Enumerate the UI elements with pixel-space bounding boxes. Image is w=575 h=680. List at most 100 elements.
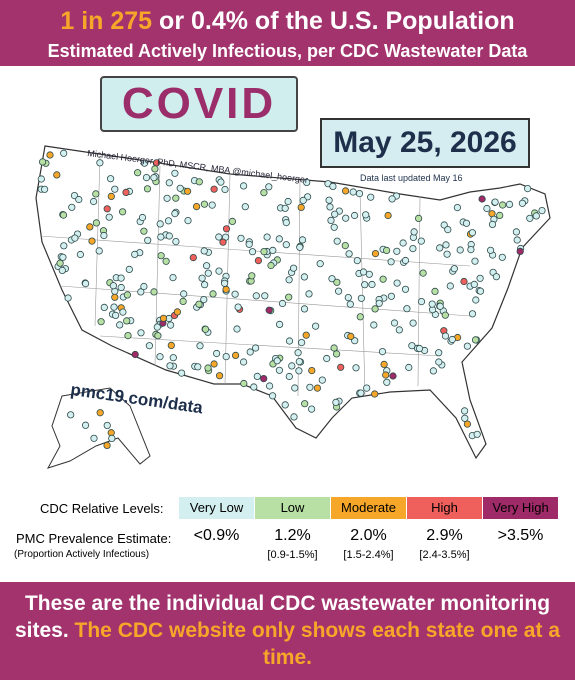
- site-dot: [330, 223, 338, 231]
- site-dot: [38, 158, 47, 166]
- site-dot: [362, 211, 370, 219]
- site-dot: [64, 294, 72, 302]
- site-dot: [367, 193, 375, 201]
- site-dot: [523, 185, 532, 193]
- site-dot: [361, 281, 369, 289]
- site-dot: [232, 351, 240, 359]
- site-dot: [90, 434, 98, 442]
- site-dot: [103, 421, 111, 430]
- site-dot: [441, 332, 450, 340]
- legend-title: CDC Relative Levels:: [40, 501, 164, 516]
- level-estimate: 2.0%: [350, 527, 387, 544]
- site-dot: [350, 211, 359, 220]
- site-dot: [496, 211, 504, 219]
- site-dot: [344, 294, 352, 302]
- site-dot: [476, 287, 485, 295]
- level-range: [1.5-2.4%]: [343, 549, 394, 561]
- site-dot: [234, 303, 242, 311]
- site-dot: [228, 217, 236, 225]
- site-dot: [414, 214, 423, 222]
- site-dot: [456, 246, 464, 254]
- site-dot: [204, 269, 212, 277]
- site-dot: [110, 303, 118, 311]
- site-dot: [222, 285, 230, 293]
- site-dot: [488, 220, 497, 228]
- site-dot: [201, 325, 210, 333]
- level-swatch: Low: [255, 497, 330, 519]
- site-dot: [231, 290, 239, 298]
- headline-highlight: 1 in 275: [60, 7, 153, 35]
- site-dot: [295, 357, 303, 366]
- site-dot: [103, 205, 111, 213]
- site-dot: [204, 364, 212, 372]
- site-dot: [289, 264, 298, 272]
- site-dot: [491, 198, 499, 206]
- level-estimate: <0.9%: [193, 527, 240, 544]
- site-dot: [117, 274, 125, 282]
- site-dot: [307, 405, 316, 413]
- site-dot: [513, 236, 521, 244]
- site-dot: [200, 247, 208, 255]
- site-dot: [483, 204, 491, 213]
- site-dot: [436, 302, 444, 310]
- headline: 1 in 275 or 0.4% of the U.S. Population: [0, 0, 575, 36]
- site-dot: [308, 366, 316, 375]
- site-dot: [140, 159, 149, 167]
- footer-highlight: The CDC website only shows each state on…: [74, 619, 560, 669]
- site-dot: [265, 306, 273, 314]
- site-dot: [240, 358, 248, 366]
- site-dot: [371, 250, 380, 258]
- site-dot: [346, 300, 354, 308]
- site-dot: [233, 325, 241, 333]
- site-dot: [538, 207, 546, 215]
- site-dot: [248, 272, 256, 280]
- site-dot: [403, 305, 411, 313]
- site-dot: [461, 414, 469, 422]
- site-dot: [105, 213, 113, 221]
- site-dot: [446, 282, 454, 290]
- site-dot: [103, 441, 111, 449]
- site-dot: [157, 252, 165, 260]
- site-dot: [275, 320, 284, 328]
- site-dot: [169, 274, 177, 282]
- site-dot: [137, 329, 145, 337]
- site-dot: [215, 233, 223, 241]
- site-dot: [58, 266, 66, 274]
- site-dot: [119, 308, 127, 316]
- level-estimate: >3.5%: [497, 527, 544, 544]
- site-dot: [68, 203, 76, 211]
- site-dot: [328, 275, 336, 283]
- site-dot: [195, 178, 203, 186]
- site-dot: [156, 220, 164, 228]
- footer: These are the individual CDC wastewater …: [0, 582, 575, 680]
- site-dot: [172, 238, 180, 246]
- site-dot: [417, 237, 425, 245]
- site-dot: [331, 210, 339, 218]
- site-dot: [327, 216, 335, 224]
- site-dot: [333, 237, 341, 245]
- site-dot: [468, 229, 476, 237]
- site-dot: [265, 382, 274, 390]
- site-dot: [383, 378, 391, 386]
- site-dot: [76, 250, 85, 259]
- site-dot: [363, 384, 371, 392]
- site-dot: [371, 305, 379, 313]
- site-dot: [260, 189, 268, 197]
- site-dot: [198, 274, 206, 282]
- estimate-subtitle: (Proportion Actively Infectious): [14, 549, 150, 560]
- site-dot: [222, 352, 230, 361]
- site-dot: [59, 253, 67, 261]
- site-dot: [97, 318, 105, 326]
- site-dot: [92, 219, 101, 227]
- site-dot: [269, 246, 277, 254]
- site-dot: [330, 344, 338, 352]
- site-dot: [352, 364, 360, 372]
- site-dot: [216, 372, 224, 380]
- site-dot: [401, 285, 410, 293]
- site-dot: [368, 280, 376, 289]
- site-dot: [299, 196, 307, 204]
- footer-text: These are the individual CDC wastewater …: [14, 592, 551, 642]
- site-dot: [393, 247, 401, 255]
- site-dot: [217, 178, 225, 186]
